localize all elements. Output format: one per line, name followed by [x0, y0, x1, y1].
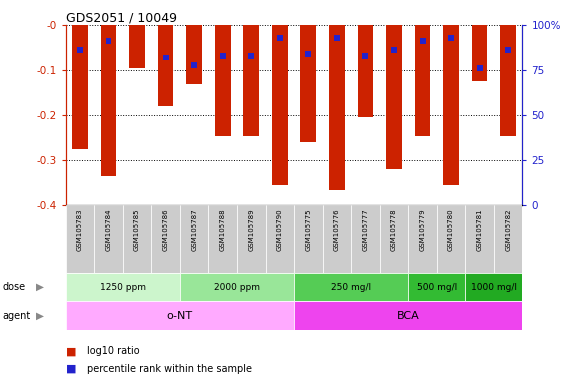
Text: GSM105784: GSM105784: [106, 209, 111, 251]
Bar: [300, 25, 316, 142]
Text: GSM105777: GSM105777: [363, 209, 368, 252]
Bar: [386, 25, 402, 169]
Text: 1000 mg/l: 1000 mg/l: [471, 283, 517, 291]
Bar: [334, 35, 340, 41]
Bar: [465, 205, 494, 273]
Text: GSM105787: GSM105787: [191, 209, 197, 252]
Bar: [437, 205, 465, 273]
Bar: [294, 205, 323, 273]
Bar: [363, 53, 368, 59]
Bar: [77, 47, 83, 53]
Bar: [505, 47, 511, 53]
Bar: [500, 25, 516, 136]
Bar: [323, 205, 351, 273]
Bar: [294, 273, 408, 301]
Bar: [100, 25, 116, 176]
Bar: [415, 25, 431, 136]
Bar: [215, 25, 231, 136]
Bar: [72, 25, 88, 149]
Text: GSM105788: GSM105788: [220, 209, 226, 252]
Bar: [237, 205, 266, 273]
Bar: [420, 38, 425, 44]
Text: GSM105790: GSM105790: [277, 209, 283, 252]
Bar: [448, 35, 454, 41]
Bar: [266, 205, 294, 273]
Bar: [305, 51, 311, 57]
Bar: [494, 205, 522, 273]
Bar: [66, 273, 180, 301]
Bar: [66, 205, 94, 273]
Bar: [294, 301, 522, 330]
Bar: [351, 205, 380, 273]
Text: GDS2051 / 10049: GDS2051 / 10049: [66, 12, 176, 25]
Bar: [158, 25, 174, 106]
Bar: [180, 205, 208, 273]
Text: 2000 ppm: 2000 ppm: [214, 283, 260, 291]
Bar: [380, 205, 408, 273]
Bar: [243, 25, 259, 136]
Bar: [391, 47, 397, 53]
Bar: [472, 25, 488, 81]
Text: ■: ■: [66, 346, 76, 356]
Text: GSM105779: GSM105779: [420, 209, 425, 252]
Bar: [151, 205, 180, 273]
Bar: [357, 25, 373, 118]
Bar: [186, 25, 202, 84]
Bar: [248, 53, 254, 59]
Bar: [180, 273, 294, 301]
Text: log10 ratio: log10 ratio: [87, 346, 140, 356]
Text: GSM105789: GSM105789: [248, 209, 254, 252]
Bar: [220, 53, 226, 59]
Text: GSM105780: GSM105780: [448, 209, 454, 252]
Text: GSM105778: GSM105778: [391, 209, 397, 252]
Bar: [272, 25, 288, 185]
Text: GSM105782: GSM105782: [505, 209, 511, 251]
Text: GSM105776: GSM105776: [334, 209, 340, 252]
Text: BCA: BCA: [397, 311, 420, 321]
Bar: [163, 55, 168, 60]
Text: GSM105783: GSM105783: [77, 209, 83, 252]
Text: GSM105775: GSM105775: [305, 209, 311, 251]
Bar: [329, 25, 345, 190]
Bar: [106, 38, 111, 44]
Bar: [66, 301, 294, 330]
Text: ▶: ▶: [36, 311, 44, 321]
Text: GSM105785: GSM105785: [134, 209, 140, 251]
Bar: [191, 62, 197, 68]
Bar: [408, 273, 465, 301]
Text: dose: dose: [3, 282, 26, 292]
Bar: [277, 35, 283, 41]
Bar: [408, 205, 437, 273]
Bar: [465, 273, 522, 301]
Text: GSM105781: GSM105781: [477, 209, 482, 252]
Bar: [94, 205, 123, 273]
Text: percentile rank within the sample: percentile rank within the sample: [87, 364, 252, 374]
Text: 500 mg/l: 500 mg/l: [417, 283, 457, 291]
Bar: [123, 205, 151, 273]
Text: ■: ■: [66, 364, 76, 374]
Bar: [477, 65, 482, 71]
Bar: [208, 205, 237, 273]
Text: 250 mg/l: 250 mg/l: [331, 283, 371, 291]
Text: ▶: ▶: [36, 282, 44, 292]
Bar: [129, 25, 145, 68]
Text: o-NT: o-NT: [167, 311, 193, 321]
Text: 1250 ppm: 1250 ppm: [100, 283, 146, 291]
Text: agent: agent: [3, 311, 31, 321]
Text: GSM105786: GSM105786: [163, 209, 168, 252]
Bar: [443, 25, 459, 185]
